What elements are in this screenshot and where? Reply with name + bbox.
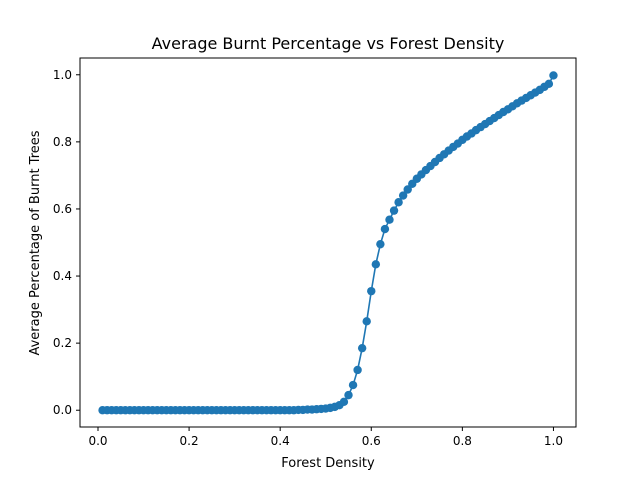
data-point	[362, 317, 371, 326]
data-point	[544, 79, 554, 89]
data-point	[339, 397, 349, 407]
x-tick-label: 0.2	[180, 434, 199, 448]
chart-title: Average Burnt Percentage vs Forest Densi…	[152, 34, 505, 53]
x-tick-label: 0.8	[453, 434, 472, 448]
data-point	[394, 198, 403, 207]
data-point	[389, 206, 399, 215]
x-tick-label: 0.6	[362, 434, 381, 448]
data-point	[371, 260, 381, 269]
x-axis: 0.0 0.2 0.4 0.6 0.8 1.0	[88, 427, 563, 448]
data-point	[344, 390, 353, 400]
data-point	[398, 191, 408, 200]
x-tick-label: 0.0	[88, 434, 107, 448]
y-tick-label: 0.4	[53, 269, 72, 283]
y-tick-label: 0.6	[53, 202, 72, 216]
data-point	[380, 224, 390, 234]
x-axis-label: Forest Density	[281, 456, 375, 471]
data-point	[385, 215, 394, 224]
x-tick-label: 1.0	[544, 434, 563, 448]
plot-area	[98, 71, 558, 415]
data-point	[357, 343, 367, 353]
y-tick-label: 0.8	[53, 135, 72, 149]
y-axis: 0.0 0.2 0.4 0.6 0.8 1.0	[53, 68, 80, 417]
y-axis-label: Average Percentage of Burnt Trees	[28, 130, 43, 355]
data-point	[403, 185, 412, 194]
y-tick-label: 0.2	[53, 336, 72, 350]
data-point	[376, 239, 385, 249]
data-point	[353, 365, 362, 375]
data-point	[367, 286, 376, 296]
data-point	[348, 380, 358, 390]
data-point	[549, 71, 558, 80]
plot-frame	[79, 57, 577, 428]
y-tick-label: 1.0	[53, 68, 72, 82]
x-tick-label: 0.4	[271, 434, 290, 448]
y-tick-label: 0.0	[53, 403, 72, 417]
